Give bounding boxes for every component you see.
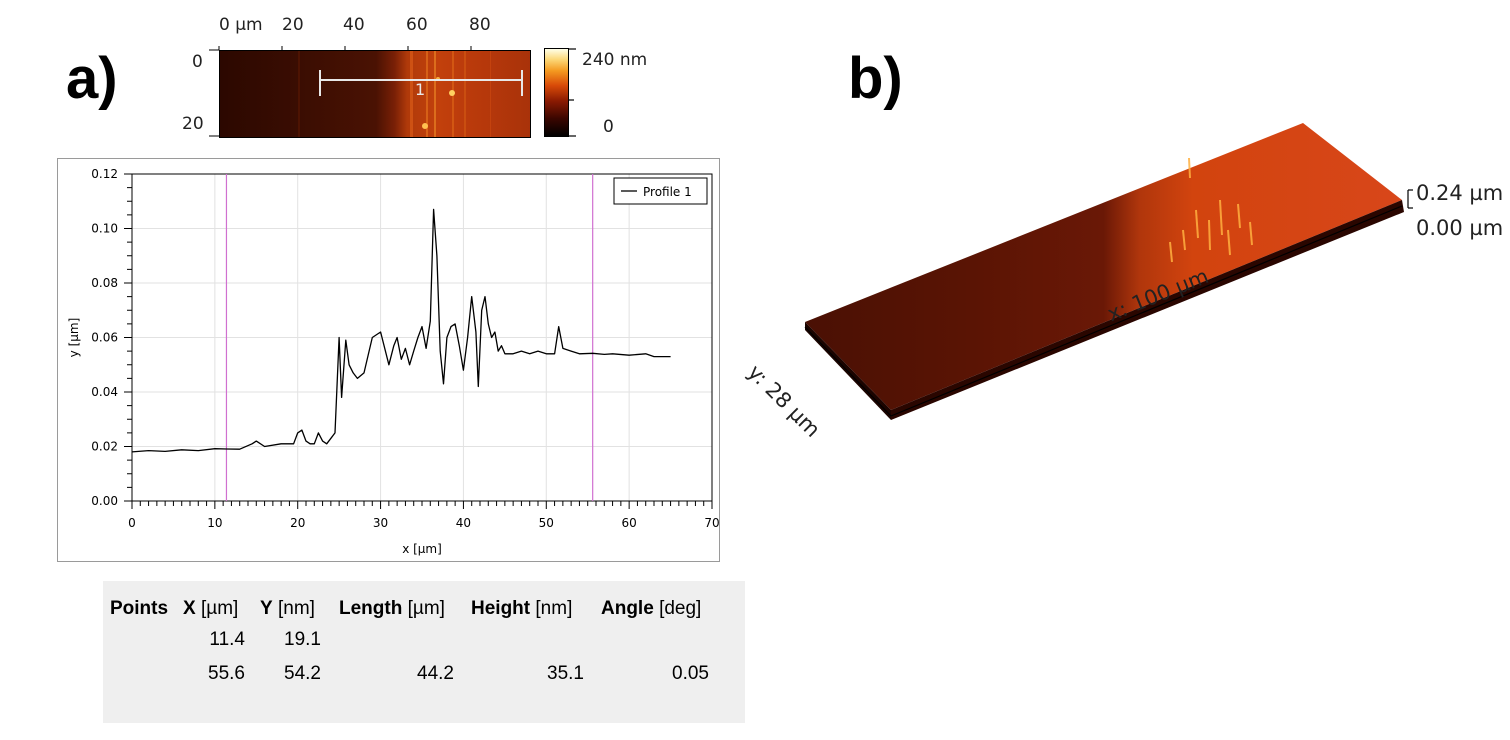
legend-label: Profile 1	[643, 185, 692, 199]
x-tick-label: 50	[539, 516, 554, 530]
y-tick-label: 0.08	[91, 276, 118, 290]
measurement-table: Points X [µm] Y [nm] Length [µm] Height …	[103, 581, 745, 723]
cell-row2-height: 35.1	[547, 663, 584, 684]
cell-row2-x: 55.6	[208, 663, 245, 684]
surface-z-min-label: 0.00 µm	[1416, 216, 1504, 240]
cell-row1-y: 19.1	[284, 629, 321, 650]
x-tick-label: 20	[290, 516, 305, 530]
color-scale-min-label: 0	[603, 117, 614, 137]
map-y-tick: 20	[182, 114, 204, 134]
map-y-tick: 0	[192, 52, 203, 72]
map-axis-ticks	[209, 46, 472, 137]
panel-label-a: a)	[66, 46, 118, 111]
profile-line-label: 1	[415, 80, 426, 99]
profile-chart: 0 10 20 30 40 50 60 70 0.00 0.02 0.04 0.06 0.08 0.10 0…	[67, 167, 719, 556]
profile-line-marker	[319, 70, 523, 96]
col-header-height: Height [nm]	[471, 598, 573, 619]
col-header-angle: Angle [deg]	[601, 598, 702, 619]
surface-3d-plot	[804, 123, 1413, 420]
cell-row1-x: 11.4	[209, 629, 245, 650]
cell-row2-length: 44.2	[417, 663, 454, 684]
color-scale-ticks	[568, 48, 576, 137]
map-x-tick: 60	[406, 15, 428, 35]
x-tick-label: 0	[128, 516, 136, 530]
map-x-tick: 40	[343, 15, 365, 35]
y-tick-label: 0.04	[91, 385, 118, 399]
y-tick-label: 0.10	[91, 222, 118, 236]
x-tick-label: 40	[456, 516, 471, 530]
x-tick-label: 60	[622, 516, 637, 530]
map-x-tick: 20	[282, 15, 304, 35]
y-axis-label: y [µm]	[67, 318, 81, 358]
y-tick-label: 0.06	[91, 331, 118, 345]
x-tick-label: 10	[207, 516, 222, 530]
y-tick-label: 0.02	[91, 440, 118, 454]
surface-axes	[804, 189, 1413, 417]
surface-peaks	[1169, 157, 1253, 263]
color-scale-bar	[544, 48, 569, 137]
surface-z-max-label: 0.24 µm	[1416, 181, 1504, 205]
cell-row2-y: 54.2	[284, 663, 321, 684]
map-x-tick: 80	[469, 15, 491, 35]
x-tick-label: 30	[373, 516, 388, 530]
map-x-tick: 0 µm	[219, 15, 263, 35]
color-scale-max-label: 240 nm	[582, 50, 648, 70]
surface-top	[805, 123, 1402, 410]
x-axis-label: x [µm]	[402, 542, 442, 556]
col-header-x: X [µm]	[183, 598, 239, 619]
afm-height-map	[219, 50, 531, 138]
panel-label-b: b)	[848, 46, 903, 111]
col-header-points: Points	[110, 598, 169, 619]
col-header-y: Y [nm]	[260, 598, 315, 619]
y-tick-label: 0.12	[91, 167, 118, 181]
y-tick-label: 0.00	[91, 494, 118, 508]
series-line-profile-1	[131, 208, 671, 453]
profile-chart-frame: 0 10 20 30 40 50 60 70 0.00 0.02 0.04 0.06 0.08 0.10 0…	[57, 158, 720, 562]
cell-row2-angle: 0.05	[672, 663, 709, 684]
col-header-length: Length [µm]	[339, 598, 445, 619]
x-tick-label: 70	[704, 516, 719, 530]
